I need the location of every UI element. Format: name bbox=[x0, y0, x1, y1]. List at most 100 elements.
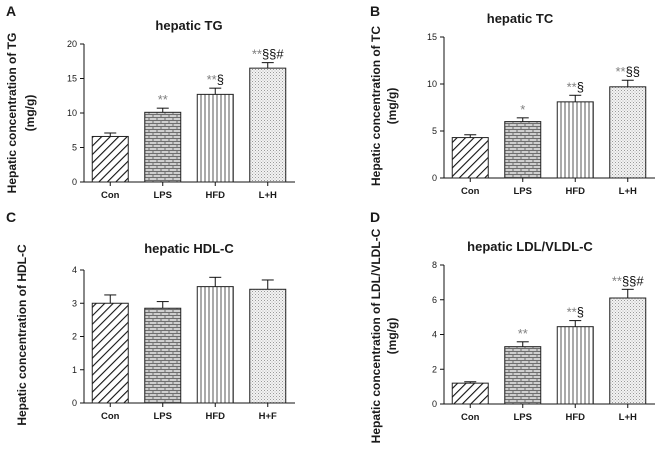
y-tick-label: 15 bbox=[427, 32, 437, 42]
significance-mark: ** bbox=[158, 92, 168, 107]
significance-mark: §§ bbox=[626, 64, 640, 79]
panel-label-c: C bbox=[6, 209, 16, 225]
y-tick-label: 6 bbox=[432, 295, 437, 305]
chart-title-b: hepatic TC bbox=[487, 11, 554, 26]
significance-mark: # bbox=[276, 47, 284, 62]
significance-label: **§§# bbox=[252, 47, 285, 62]
bar-hfd bbox=[196, 286, 234, 404]
bar-hf bbox=[249, 288, 287, 404]
category-label: HFD bbox=[565, 412, 585, 423]
category-label: L+H bbox=[619, 412, 637, 423]
y-tick-label: 1 bbox=[72, 365, 77, 375]
significance-mark: ** bbox=[252, 47, 262, 62]
ylabel-d-line2: (mg/g) bbox=[385, 318, 399, 355]
y-tick-label: 10 bbox=[427, 79, 437, 89]
category-label: L+H bbox=[619, 186, 637, 197]
ylabel-c-line1: Hepatic concentration of HDL-C bbox=[15, 244, 29, 426]
significance-mark: # bbox=[636, 273, 644, 288]
panel-label-a: A bbox=[6, 3, 16, 19]
significance-mark: § bbox=[577, 305, 584, 320]
y-tick-label: 5 bbox=[72, 143, 77, 153]
significance-mark: ** bbox=[207, 72, 217, 87]
bar-lh bbox=[609, 86, 647, 179]
bar-lps bbox=[144, 307, 182, 404]
category-label: HFD bbox=[205, 411, 225, 422]
plot-area-c: 0 1 2 3 4 Con LPS HFD H+F bbox=[72, 265, 295, 422]
category-label: LPS bbox=[154, 411, 172, 422]
category-label: L+H bbox=[259, 190, 277, 201]
panel-label-b: B bbox=[370, 3, 380, 19]
bar-hfd bbox=[556, 101, 594, 179]
significance-mark: §§ bbox=[262, 47, 276, 62]
chart-title-c: hepatic HDL-C bbox=[144, 241, 234, 256]
category-label: H+F bbox=[259, 411, 277, 422]
significance-mark: ** bbox=[518, 326, 528, 341]
category-label: Con bbox=[101, 411, 120, 422]
bar-lh bbox=[249, 67, 287, 183]
significance-label: ** bbox=[518, 326, 528, 341]
bar-lps bbox=[144, 111, 182, 183]
bar-lps bbox=[504, 121, 542, 179]
y-tick-label: 0 bbox=[432, 173, 437, 183]
y-tick-label: 0 bbox=[432, 399, 437, 409]
significance-mark: ** bbox=[567, 79, 577, 94]
bar-con bbox=[451, 382, 489, 405]
ylabel-a-line1: Hepatic concentration of TG bbox=[5, 33, 19, 194]
significance-label: * bbox=[520, 102, 525, 117]
y-tick-label: 15 bbox=[67, 74, 77, 84]
y-tick-label: 2 bbox=[72, 332, 77, 342]
significance-mark: ** bbox=[567, 305, 577, 320]
category-label: Con bbox=[101, 190, 120, 201]
panel-b: B hepatic TC Hepatic concentration of TC… bbox=[369, 3, 655, 197]
significance-label: **§ bbox=[207, 72, 224, 87]
panel-c: C hepatic HDL-C Hepatic concentration of… bbox=[6, 209, 295, 426]
significance-label: **§ bbox=[567, 305, 584, 320]
significance-mark: ** bbox=[615, 64, 625, 79]
category-label: HFD bbox=[565, 186, 585, 197]
chart-title-a: hepatic TG bbox=[155, 18, 222, 33]
significance-label: **§ bbox=[567, 79, 584, 94]
y-tick-label: 3 bbox=[72, 298, 77, 308]
panel-d: D hepatic LDL/VLDL-C Hepatic concentrati… bbox=[369, 209, 655, 443]
significance-mark: § bbox=[577, 79, 584, 94]
category-label: HFD bbox=[205, 190, 225, 201]
y-tick-label: 4 bbox=[72, 265, 77, 275]
category-label: LPS bbox=[514, 186, 532, 197]
y-tick-label: 2 bbox=[432, 364, 437, 374]
y-tick-label: 20 bbox=[67, 39, 77, 49]
significance-label: ** bbox=[158, 92, 168, 107]
panel-a: A hepatic TG Hepatic concentration of TG… bbox=[5, 3, 295, 201]
bar-con bbox=[91, 302, 129, 404]
panel-label-d: D bbox=[370, 209, 380, 225]
significance-label: **§§ bbox=[615, 64, 640, 79]
y-tick-label: 10 bbox=[67, 108, 77, 118]
significance-mark: §§ bbox=[622, 273, 636, 288]
bar-con bbox=[451, 137, 489, 179]
ylabel-b-line2: (mg/g) bbox=[385, 88, 399, 125]
y-tick-label: 0 bbox=[72, 398, 77, 408]
category-label: LPS bbox=[154, 190, 172, 201]
category-label: LPS bbox=[514, 412, 532, 423]
bar-lh bbox=[609, 297, 647, 405]
category-label: Con bbox=[461, 412, 480, 423]
bar-lps bbox=[504, 346, 542, 405]
category-label: Con bbox=[461, 186, 480, 197]
ylabel-b-line1: Hepatic concentration of TC bbox=[369, 26, 383, 186]
significance-mark: ** bbox=[612, 273, 622, 288]
chart-title-d: hepatic LDL/VLDL-C bbox=[467, 239, 593, 254]
ylabel-d-line1: Hepatic concentration of LDL/VLDL-C bbox=[369, 228, 383, 443]
bar-con bbox=[91, 135, 129, 183]
y-tick-label: 4 bbox=[432, 330, 437, 340]
y-tick-label: 8 bbox=[432, 260, 437, 270]
significance-mark: § bbox=[217, 72, 224, 87]
ylabel-a-line2: (mg/g) bbox=[23, 95, 37, 132]
y-tick-label: 5 bbox=[432, 126, 437, 136]
bar-hfd bbox=[196, 93, 234, 183]
significance-mark: * bbox=[520, 102, 525, 117]
bar-hfd bbox=[556, 326, 594, 405]
significance-label: **§§# bbox=[612, 273, 645, 288]
